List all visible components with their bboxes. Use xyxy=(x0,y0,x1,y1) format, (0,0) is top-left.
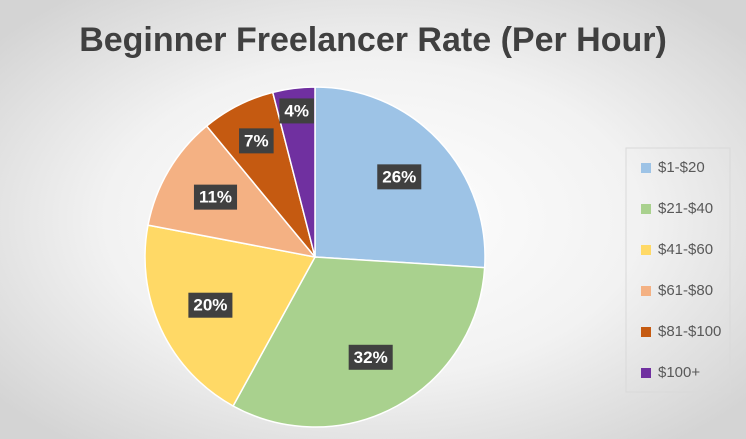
legend-marker xyxy=(641,327,651,337)
pie-slice xyxy=(271,86,316,258)
legend-box xyxy=(625,147,731,393)
legend-marker xyxy=(641,163,651,173)
legend-label: $21-$40 xyxy=(658,200,713,217)
data-label: 20% xyxy=(193,296,227,315)
chart-title: Beginner Freelancer Rate (Per Hour) xyxy=(79,21,667,59)
data-label: 11% xyxy=(199,188,232,207)
legend-marker xyxy=(641,204,651,214)
data-label: 26% xyxy=(382,167,416,186)
pie-slice xyxy=(232,256,486,428)
legend-label: $100+ xyxy=(658,364,700,381)
data-label: 4% xyxy=(284,101,309,120)
data-label-box xyxy=(188,292,233,318)
data-label-box xyxy=(377,164,422,190)
legend-label: $41-$60 xyxy=(658,241,713,258)
legend-label: $1-$20 xyxy=(658,159,705,176)
data-label: 32% xyxy=(354,348,388,367)
legend-label: $61-$80 xyxy=(658,282,713,299)
legend-marker xyxy=(641,286,651,296)
legend-marker xyxy=(641,245,651,255)
data-label-box xyxy=(193,184,238,210)
data-label-box xyxy=(279,98,314,124)
legend-label: $81-$100 xyxy=(658,323,721,340)
legend-marker xyxy=(641,368,651,378)
data-label-box xyxy=(239,128,274,154)
data-label-box xyxy=(348,344,393,370)
data-label: 7% xyxy=(244,131,269,150)
